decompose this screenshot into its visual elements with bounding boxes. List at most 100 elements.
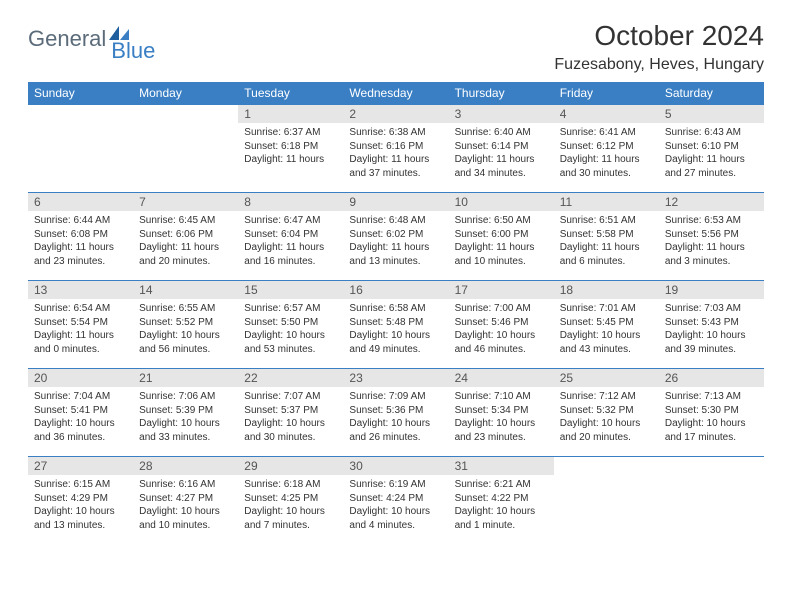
sunset-line: Sunset: 5:32 PM <box>560 404 653 418</box>
day-details: Sunrise: 6:41 AMSunset: 6:12 PMDaylight:… <box>554 123 659 182</box>
day-details: Sunrise: 7:12 AMSunset: 5:32 PMDaylight:… <box>554 387 659 446</box>
sunset-line: Sunset: 6:00 PM <box>455 228 548 242</box>
daylight-line: Daylight: 11 hours and 13 minutes. <box>349 241 442 268</box>
sunrise-line: Sunrise: 6:37 AM <box>244 126 337 140</box>
calendar-week-row: 20Sunrise: 7:04 AMSunset: 5:41 PMDayligh… <box>28 369 764 457</box>
day-details: Sunrise: 6:43 AMSunset: 6:10 PMDaylight:… <box>659 123 764 182</box>
day-details: Sunrise: 6:21 AMSunset: 4:22 PMDaylight:… <box>449 475 554 534</box>
day-number: 4 <box>554 105 659 123</box>
daylight-line: Daylight: 10 hours and 39 minutes. <box>665 329 758 356</box>
title-block: October 2024 Fuzesabony, Heves, Hungary <box>554 20 764 74</box>
day-details: Sunrise: 7:01 AMSunset: 5:45 PMDaylight:… <box>554 299 659 358</box>
sunset-line: Sunset: 5:43 PM <box>665 316 758 330</box>
day-details: Sunrise: 7:00 AMSunset: 5:46 PMDaylight:… <box>449 299 554 358</box>
day-number: 10 <box>449 193 554 211</box>
daylight-line: Daylight: 11 hours and 34 minutes. <box>455 153 548 180</box>
daylight-line: Daylight: 11 hours and 3 minutes. <box>665 241 758 268</box>
daylight-line: Daylight: 10 hours and 4 minutes. <box>349 505 442 532</box>
daylight-line: Daylight: 10 hours and 49 minutes. <box>349 329 442 356</box>
calendar-day-cell: 10Sunrise: 6:50 AMSunset: 6:00 PMDayligh… <box>449 193 554 281</box>
sunrise-line: Sunrise: 6:54 AM <box>34 302 127 316</box>
calendar-day-cell: 4Sunrise: 6:41 AMSunset: 6:12 PMDaylight… <box>554 105 659 193</box>
daylight-line: Daylight: 11 hours and 16 minutes. <box>244 241 337 268</box>
day-number: 21 <box>133 369 238 387</box>
sunset-line: Sunset: 5:41 PM <box>34 404 127 418</box>
day-number: 31 <box>449 457 554 475</box>
day-number: 8 <box>238 193 343 211</box>
day-number: 19 <box>659 281 764 299</box>
sunset-line: Sunset: 5:56 PM <box>665 228 758 242</box>
day-number: 22 <box>238 369 343 387</box>
day-number: 6 <box>28 193 133 211</box>
sunrise-line: Sunrise: 6:21 AM <box>455 478 548 492</box>
sunrise-line: Sunrise: 6:57 AM <box>244 302 337 316</box>
calendar-table: Sunday Monday Tuesday Wednesday Thursday… <box>28 82 764 545</box>
calendar-day-cell: .. <box>554 457 659 545</box>
daylight-line: Daylight: 11 hours and 20 minutes. <box>139 241 232 268</box>
daylight-line: Daylight: 11 hours and 37 minutes. <box>349 153 442 180</box>
day-number: 17 <box>449 281 554 299</box>
calendar-week-row: 6Sunrise: 6:44 AMSunset: 6:08 PMDaylight… <box>28 193 764 281</box>
day-details: Sunrise: 6:47 AMSunset: 6:04 PMDaylight:… <box>238 211 343 270</box>
daylight-line: Daylight: 10 hours and 26 minutes. <box>349 417 442 444</box>
calendar-day-cell: 27Sunrise: 6:15 AMSunset: 4:29 PMDayligh… <box>28 457 133 545</box>
calendar-day-cell: 13Sunrise: 6:54 AMSunset: 5:54 PMDayligh… <box>28 281 133 369</box>
sunset-line: Sunset: 5:39 PM <box>139 404 232 418</box>
sunrise-line: Sunrise: 7:03 AM <box>665 302 758 316</box>
calendar-day-cell: 8Sunrise: 6:47 AMSunset: 6:04 PMDaylight… <box>238 193 343 281</box>
logo-text-general: General <box>28 26 106 52</box>
sunrise-line: Sunrise: 6:43 AM <box>665 126 758 140</box>
col-tuesday: Tuesday <box>238 82 343 105</box>
calendar-day-cell: 30 Sunrise: 6:19 AMSunset: 4:24 PMDayligh… <box>343 457 448 545</box>
calendar-day-cell: 17Sunrise: 7:00 AMSunset: 5:46 PMDayligh… <box>449 281 554 369</box>
sunset-line: Sunset: 6:02 PM <box>349 228 442 242</box>
day-number: 20 <box>28 369 133 387</box>
calendar-day-cell: 5Sunrise: 6:43 AMSunset: 6:10 PMDaylight… <box>659 105 764 193</box>
sunset-line: Sunset: 4:24 PM <box>349 492 442 506</box>
daylight-line: Daylight: 11 hours and 0 minutes. <box>34 329 127 356</box>
day-number: 16 <box>343 281 448 299</box>
sunset-line: Sunset: 5:48 PM <box>349 316 442 330</box>
calendar-day-cell: 1Sunrise: 6:37 AMSunset: 6:18 PMDaylight… <box>238 105 343 193</box>
day-details: Sunrise: 7:04 AMSunset: 5:41 PMDaylight:… <box>28 387 133 446</box>
day-number: 30 <box>343 457 448 475</box>
daylight-line: Daylight: 10 hours and 13 minutes. <box>34 505 127 532</box>
daylight-line: Daylight: 10 hours and 43 minutes. <box>560 329 653 356</box>
calendar-day-cell: .. <box>133 105 238 193</box>
daylight-line: Daylight: 10 hours and 33 minutes. <box>139 417 232 444</box>
day-details: Sunrise: 6:51 AMSunset: 5:58 PMDaylight:… <box>554 211 659 270</box>
day-number: 7 <box>133 193 238 211</box>
sunset-line: Sunset: 5:36 PM <box>349 404 442 418</box>
calendar-day-cell: .. <box>28 105 133 193</box>
sunrise-line: Sunrise: 6:40 AM <box>455 126 548 140</box>
daylight-line: Daylight: 10 hours and 56 minutes. <box>139 329 232 356</box>
day-number: 15 <box>238 281 343 299</box>
calendar-day-cell: 19 Sunrise: 7:03 AMSunset: 5:43 PMDayligh… <box>659 281 764 369</box>
sunset-line: Sunset: 4:22 PM <box>455 492 548 506</box>
calendar-header-row: Sunday Monday Tuesday Wednesday Thursday… <box>28 82 764 105</box>
sunrise-line: Sunrise: 7:10 AM <box>455 390 548 404</box>
day-details: Sunrise: 6:15 AMSunset: 4:29 PMDaylight:… <box>28 475 133 534</box>
sunset-line: Sunset: 6:08 PM <box>34 228 127 242</box>
calendar-day-cell: 23Sunrise: 7:09 AMSunset: 5:36 PMDayligh… <box>343 369 448 457</box>
col-sunday: Sunday <box>28 82 133 105</box>
sunset-line: Sunset: 4:27 PM <box>139 492 232 506</box>
sunrise-line: Sunrise: 6:47 AM <box>244 214 337 228</box>
day-number: 9 <box>343 193 448 211</box>
day-details: Sunrise: 6:57 AMSunset: 5:50 PMDaylight:… <box>238 299 343 358</box>
sunset-line: Sunset: 6:14 PM <box>455 140 548 154</box>
sunrise-line: Sunrise: 6:19 AM <box>349 478 442 492</box>
logo-text-blue: Blue <box>111 38 155 64</box>
day-number: 23 <box>343 369 448 387</box>
day-number: 1 <box>238 105 343 123</box>
col-thursday: Thursday <box>449 82 554 105</box>
daylight-line: Daylight: 11 hours and 23 minutes. <box>34 241 127 268</box>
day-details: Sunrise: 7:10 AMSunset: 5:34 PMDaylight:… <box>449 387 554 446</box>
daylight-line: Daylight: 11 hours and 6 minutes. <box>560 241 653 268</box>
calendar-day-cell: 2Sunrise: 6:38 AMSunset: 6:16 PMDaylight… <box>343 105 448 193</box>
col-friday: Friday <box>554 82 659 105</box>
calendar-day-cell: 24Sunrise: 7:10 AMSunset: 5:34 PMDayligh… <box>449 369 554 457</box>
location: Fuzesabony, Heves, Hungary <box>554 56 764 74</box>
calendar-day-cell: 21Sunrise: 7:06 AMSunset: 5:39 PMDayligh… <box>133 369 238 457</box>
daylight-line: Daylight: 10 hours and 30 minutes. <box>244 417 337 444</box>
